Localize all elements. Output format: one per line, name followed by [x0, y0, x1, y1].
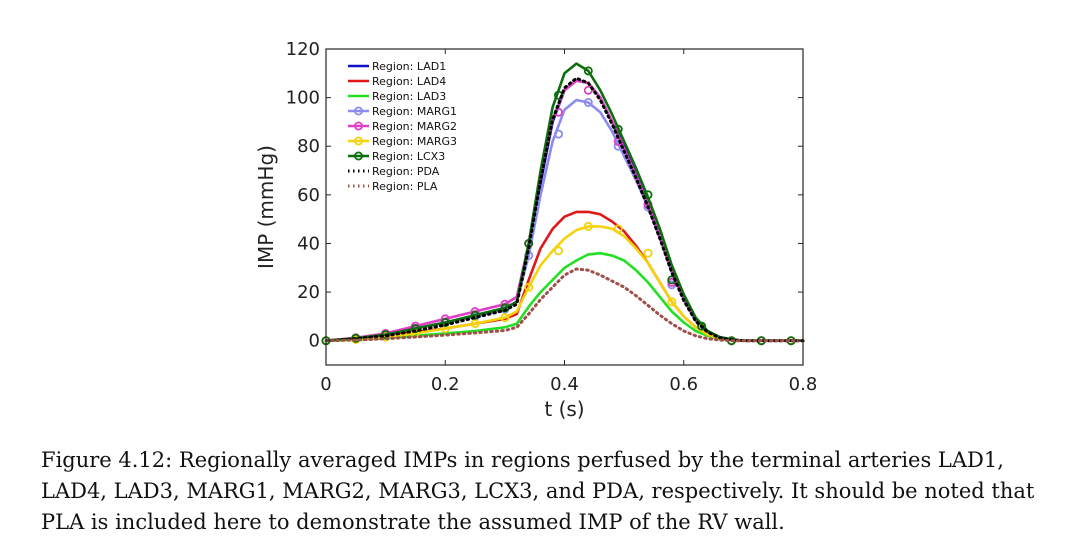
series-marker-5	[583, 221, 593, 231]
series-marker-5	[524, 282, 534, 292]
legend-label: Region: LCX3	[372, 150, 445, 163]
figure-caption: Figure 4.12: Regionally averaged IMPs in…	[41, 448, 1035, 534]
legend-label: Region: PLA	[372, 180, 438, 193]
legend-marker	[353, 151, 363, 161]
series-marker-3	[554, 129, 564, 139]
series-layer	[321, 62, 805, 346]
legend-label: Region: MARG3	[372, 135, 457, 148]
x-tick-label: 0.4	[550, 374, 579, 395]
series-line-8	[324, 267, 805, 343]
series-line-7	[324, 76, 805, 343]
legend: Region: LAD1 Region: LAD4 Region: LAD3 Regi…	[348, 60, 457, 193]
series-marker-6	[583, 66, 593, 76]
y-tick-label: 80	[297, 136, 320, 157]
series-line-5	[324, 225, 805, 342]
legend-marker	[353, 136, 363, 146]
series-marker-5	[554, 246, 564, 256]
series-marker-5	[500, 313, 510, 323]
legend-label: Region: LAD1	[372, 60, 446, 73]
x-tick-label: 0	[320, 374, 331, 395]
y-tick-label: 100	[286, 88, 320, 109]
y-tick-label: 40	[297, 233, 320, 254]
chart: 0 0.2 0.4 0.6 0.8 0 20 40 60 80 100 120 t (s) IMP (…	[254, 39, 818, 421]
legend-label: Region: LAD4	[372, 75, 446, 88]
series-marker-5	[643, 248, 653, 258]
series-marker-5	[667, 297, 677, 307]
legend-marker	[353, 106, 363, 116]
x-tick-label: 0.8	[789, 374, 818, 395]
y-tick-label: 120	[286, 39, 320, 60]
ticks-layer: 0 0.2 0.4 0.6 0.8 0 20 40 60 80 100 120	[286, 39, 818, 395]
y-tick-label: 20	[297, 282, 320, 303]
legend-label: Region: LAD3	[372, 90, 446, 103]
legend-label: Region: PDA	[372, 165, 440, 178]
legend-label: Region: MARG1	[372, 105, 457, 118]
x-axis-title: t (s)	[544, 397, 584, 421]
y-axis-title: IMP (mmHg)	[254, 145, 278, 269]
x-tick-label: 0.2	[431, 374, 460, 395]
legend-marker	[353, 121, 363, 131]
legend-label: Region: MARG2	[372, 120, 457, 133]
y-tick-label: 0	[309, 331, 320, 352]
plot-area	[326, 49, 803, 365]
series-marker-6	[613, 124, 623, 134]
series-marker-6	[643, 190, 653, 200]
series-marker-5	[470, 319, 480, 329]
series-marker-4	[583, 85, 593, 95]
series-marker-5	[613, 224, 623, 234]
series-marker-6	[697, 321, 707, 331]
x-tick-label: 0.6	[669, 374, 698, 395]
series-marker-3	[583, 98, 593, 108]
y-tick-label: 60	[297, 185, 320, 206]
